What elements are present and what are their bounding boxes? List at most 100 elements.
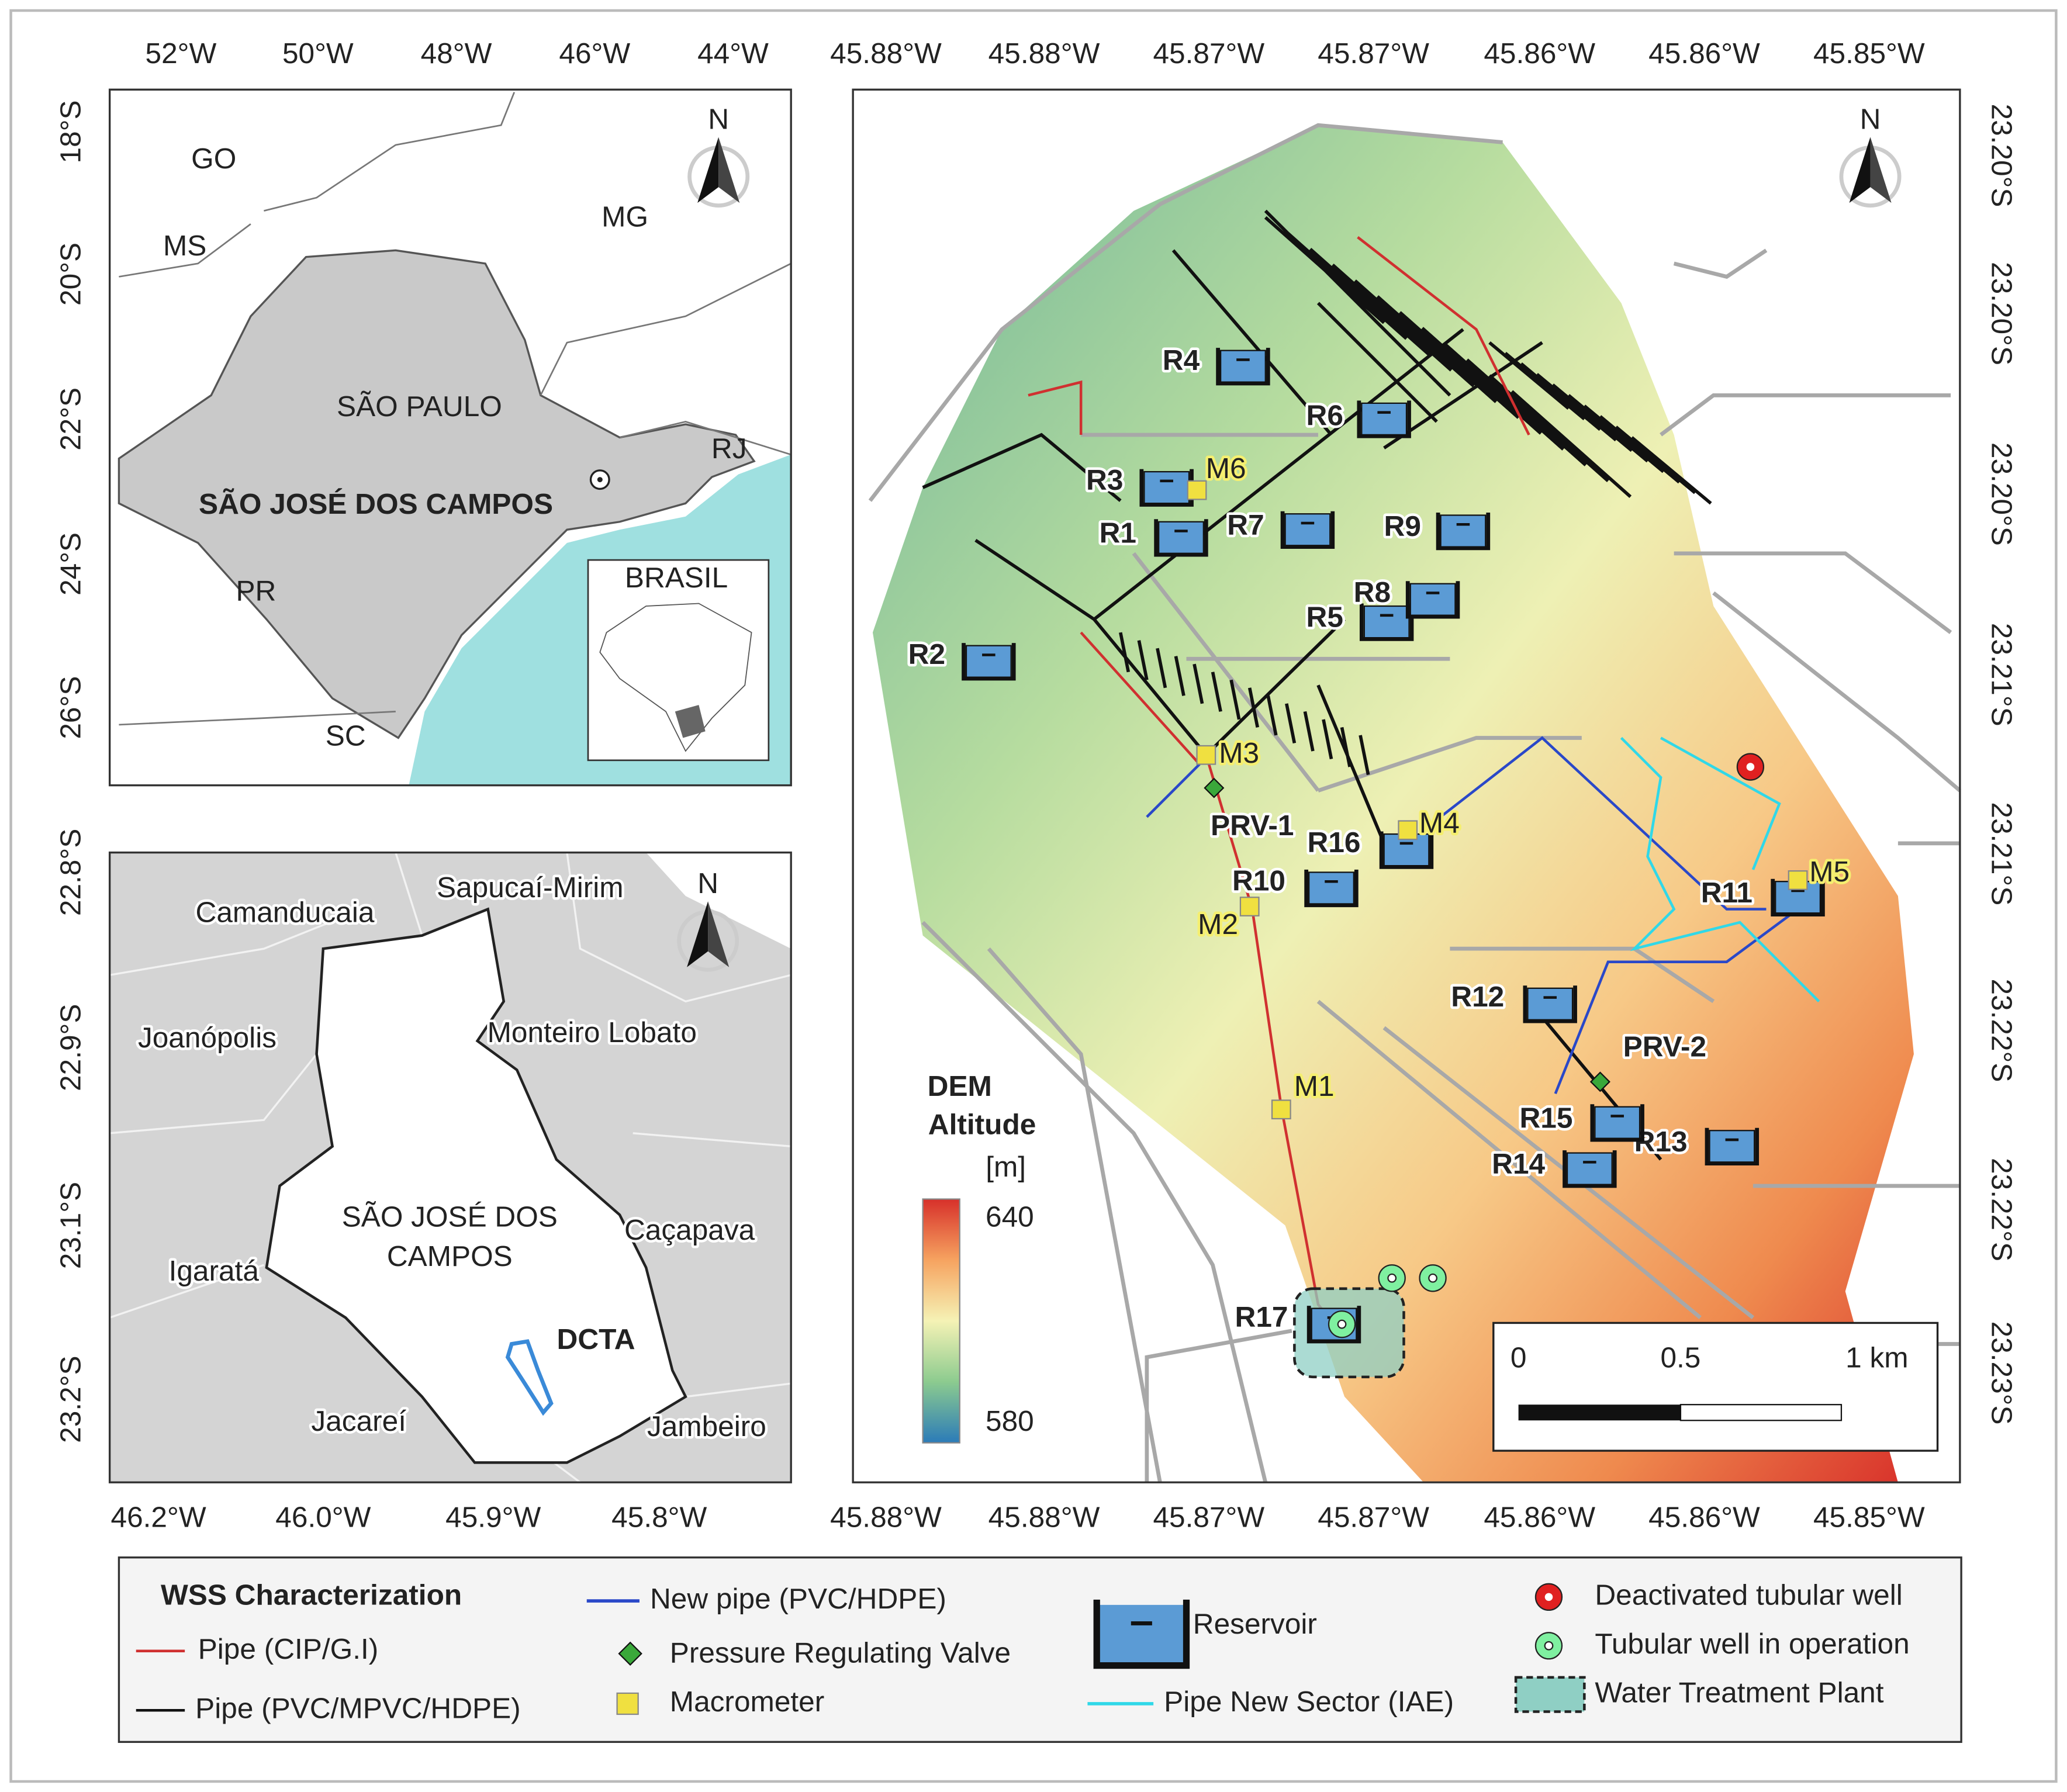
prv [1204,777,1225,798]
place-label: MS [163,229,206,262]
axis-label: 45.8°W [611,1500,707,1533]
reservoir-frame [1523,985,1577,1023]
municipality-map [108,851,792,1483]
reservoir-frame [1304,869,1359,908]
reservoir-label: R8 [1354,576,1391,608]
north-label: N [697,867,718,900]
well-active-dot [1428,1273,1437,1283]
reservoir-label: R12 [1451,980,1504,1013]
reservoir-label: R16 [1308,826,1361,859]
sjc-marker-dot [597,477,603,483]
legend-swatch [1514,1676,1586,1713]
reservoir-label: R9 [1384,510,1421,542]
reservoir [1361,402,1408,436]
dem-title: Altitude [928,1108,1036,1141]
reservoir-label: R1 [1100,516,1136,549]
axis-label: 48°W [421,37,492,70]
place-label: Jambeiro [647,1410,766,1442]
legend-item: Deactivated tubular well [1595,1578,1902,1611]
sao-paulo-state [117,249,756,739]
pipe-new [1146,736,1799,1094]
axis-label: 52°W [146,37,217,70]
macrometer-label: M5 [1809,855,1850,888]
reservoir-label: R17 [1235,1300,1288,1333]
reservoir-label: R4 [1163,344,1200,376]
reservoir-frame [1379,831,1434,869]
panel-border [108,851,792,1483]
pipe-network [922,209,1712,1161]
macrometer-label: M6 [1206,452,1246,485]
legend-swatch [1093,1599,1190,1669]
place-label: Sapucaí-Mirim [437,871,624,904]
well-deactivated-dot [1746,763,1755,771]
axis-label: 44°W [697,37,769,70]
brazil-outline [599,603,752,752]
macrometer [1788,870,1808,890]
place-label: DCTA [557,1323,635,1355]
axis-label: 23.20°S [1985,442,2018,546]
north-label: N [1860,102,1881,135]
place-label: MG [602,200,648,233]
axis-label: 46°W [559,37,630,70]
scale-label: 0 [1510,1341,1527,1374]
reservoir [1527,987,1574,1021]
axis-label: 45.85°W [1813,1500,1925,1533]
legend-swatch [1544,1593,1553,1601]
axis-label: 18°S [54,100,87,163]
macrometer [1398,820,1418,840]
panel-border [852,88,1961,1483]
axis-label: 23.1°S [54,1182,87,1269]
reservoir-frame [1590,1104,1644,1142]
legend: WSS Characterization Pipe (CIP/G.I) Pipe (… [117,1556,1962,1743]
pipe-new-sector [1620,736,1820,1002]
reservoir-frame [1436,512,1491,551]
place-label: Jacareí [311,1404,406,1437]
legend-swatch [1544,1641,1554,1651]
legend-item: Pipe New Sector (IAE) [1164,1685,1454,1718]
axis-label: 45.9°W [445,1500,541,1533]
colorbar [922,1198,960,1444]
legend-swatch [618,1641,642,1666]
pipe-pvc [922,209,1712,1161]
reservoir [1440,514,1487,548]
legend-item: Tubular well in operation [1595,1627,1909,1660]
axis-label: 50°W [282,37,354,70]
axis-label: 23.20°S [1985,262,2018,365]
axis-label: 23.2°S [54,1355,87,1442]
axis-label: 45.87°W [1153,37,1264,70]
place-label: Joanópolis [138,1021,276,1054]
legend-item: Macrometer [670,1685,824,1718]
scale-bar [1518,1404,1681,1421]
well-active-dot [1387,1273,1397,1283]
axis-label: 24°S [54,532,87,596]
well-active-dot [1337,1319,1347,1329]
pipe-cip [1028,236,1530,766]
axis-label: 45.86°W [1648,37,1760,70]
place-label: SÃO JOSÉ DOS [342,1200,558,1233]
place-label: GO [191,142,236,175]
macrometer-label: M1 [1294,1070,1335,1102]
place-label: Camanducaia [196,896,375,929]
legend-item: New pipe (PVC/HDPE) [650,1582,946,1615]
sp-in-brazil [675,705,706,738]
dem-title: DEM [928,1070,992,1102]
north-arrow [1849,137,1871,203]
reservoir-label: R3 [1086,463,1123,496]
axis-label: 23.21°S [1985,802,2018,905]
place-label: SÃO JOSÉ DOS CAMPOS [199,487,553,520]
axis-label: 46.2°W [111,1500,206,1533]
axis-label: 46.0°W [275,1500,371,1533]
legend-item: Pressure Regulating Valve [670,1637,1011,1669]
legend-item: Reservoir [1193,1607,1317,1640]
reservoir [1219,350,1266,383]
reservoir [1363,605,1410,639]
axis-label: 23.20°S [1985,104,2018,207]
macrometer [1196,745,1216,765]
dcta-outline [505,1339,554,1416]
scale-label: 0.5 [1660,1341,1700,1374]
scale-bar [1679,1404,1843,1421]
reservoir [1158,521,1204,554]
prv-label: PRV-1 [1211,809,1294,842]
reservoir [965,645,1012,678]
